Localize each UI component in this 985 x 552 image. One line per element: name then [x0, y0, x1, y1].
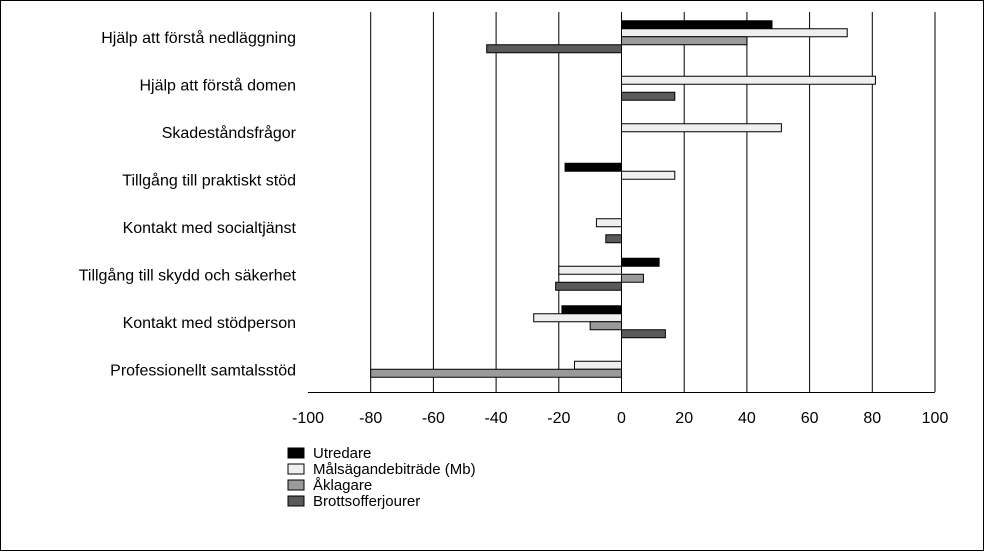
legend-swatch	[287, 463, 305, 475]
grid-lines	[370, 12, 936, 392]
bar	[621, 273, 644, 283]
category-label: Hjälp att förstå nedläggning	[101, 29, 296, 47]
legend-swatch	[287, 447, 305, 459]
bar	[486, 44, 622, 54]
legend-label: Brottsofferjourer	[313, 493, 420, 510]
bar	[533, 313, 622, 323]
legend-swatch	[287, 495, 305, 507]
bar	[621, 170, 676, 180]
tick-labels: -100 -80 -60 -40 -20 0 20 40 60 80 100	[292, 410, 948, 427]
bar	[564, 162, 623, 172]
legend-swatch	[287, 479, 305, 491]
x-tick-label: -40	[485, 410, 508, 427]
x-tick-label: 60	[801, 410, 819, 427]
x-tick-label: 80	[863, 410, 881, 427]
legend-label: Utredare	[313, 445, 371, 462]
category-label: Tillgång till praktiskt stöd	[122, 171, 296, 189]
bar	[621, 20, 773, 30]
x-tick-label: 40	[738, 410, 756, 427]
bar	[621, 329, 666, 339]
category-label: Skadeståndsfrågor	[162, 124, 297, 142]
bar	[621, 91, 676, 101]
category-label: Professionellt samtalsstöd	[110, 362, 296, 379]
bar	[595, 218, 622, 228]
bar	[621, 123, 782, 133]
legend-label: Åklagare	[313, 477, 372, 494]
bar	[621, 36, 748, 46]
bar	[561, 305, 622, 315]
category-label: Kontakt med socialtjänst	[123, 220, 297, 237]
bar	[605, 234, 623, 244]
x-tick-label: 0	[617, 410, 626, 427]
x-tick-label: -60	[422, 410, 445, 427]
bar	[555, 281, 622, 291]
legend-label: Målsägandebiträde (Mb)	[313, 461, 476, 478]
category-label: Hjälp att förstå domen	[139, 76, 296, 94]
x-tick-label: -80	[359, 410, 382, 427]
x-tick-label: -100	[292, 410, 324, 427]
category-label: Tillgång till skydd och säkerhet	[79, 266, 297, 284]
bar	[621, 28, 848, 38]
bar	[621, 257, 660, 267]
x-tick-label: 20	[675, 410, 693, 427]
x-tick-label: 100	[922, 410, 949, 427]
category-label: Kontakt med stödperson	[123, 315, 296, 332]
bar	[589, 321, 623, 331]
category-labels: Hjälp att förstå nedläggning Hjälp att fö…	[79, 29, 297, 380]
bar	[370, 368, 623, 378]
bar	[558, 265, 622, 275]
bars	[370, 20, 876, 378]
bar	[621, 75, 876, 85]
bar	[573, 360, 622, 370]
x-tick-label: -20	[547, 410, 570, 427]
